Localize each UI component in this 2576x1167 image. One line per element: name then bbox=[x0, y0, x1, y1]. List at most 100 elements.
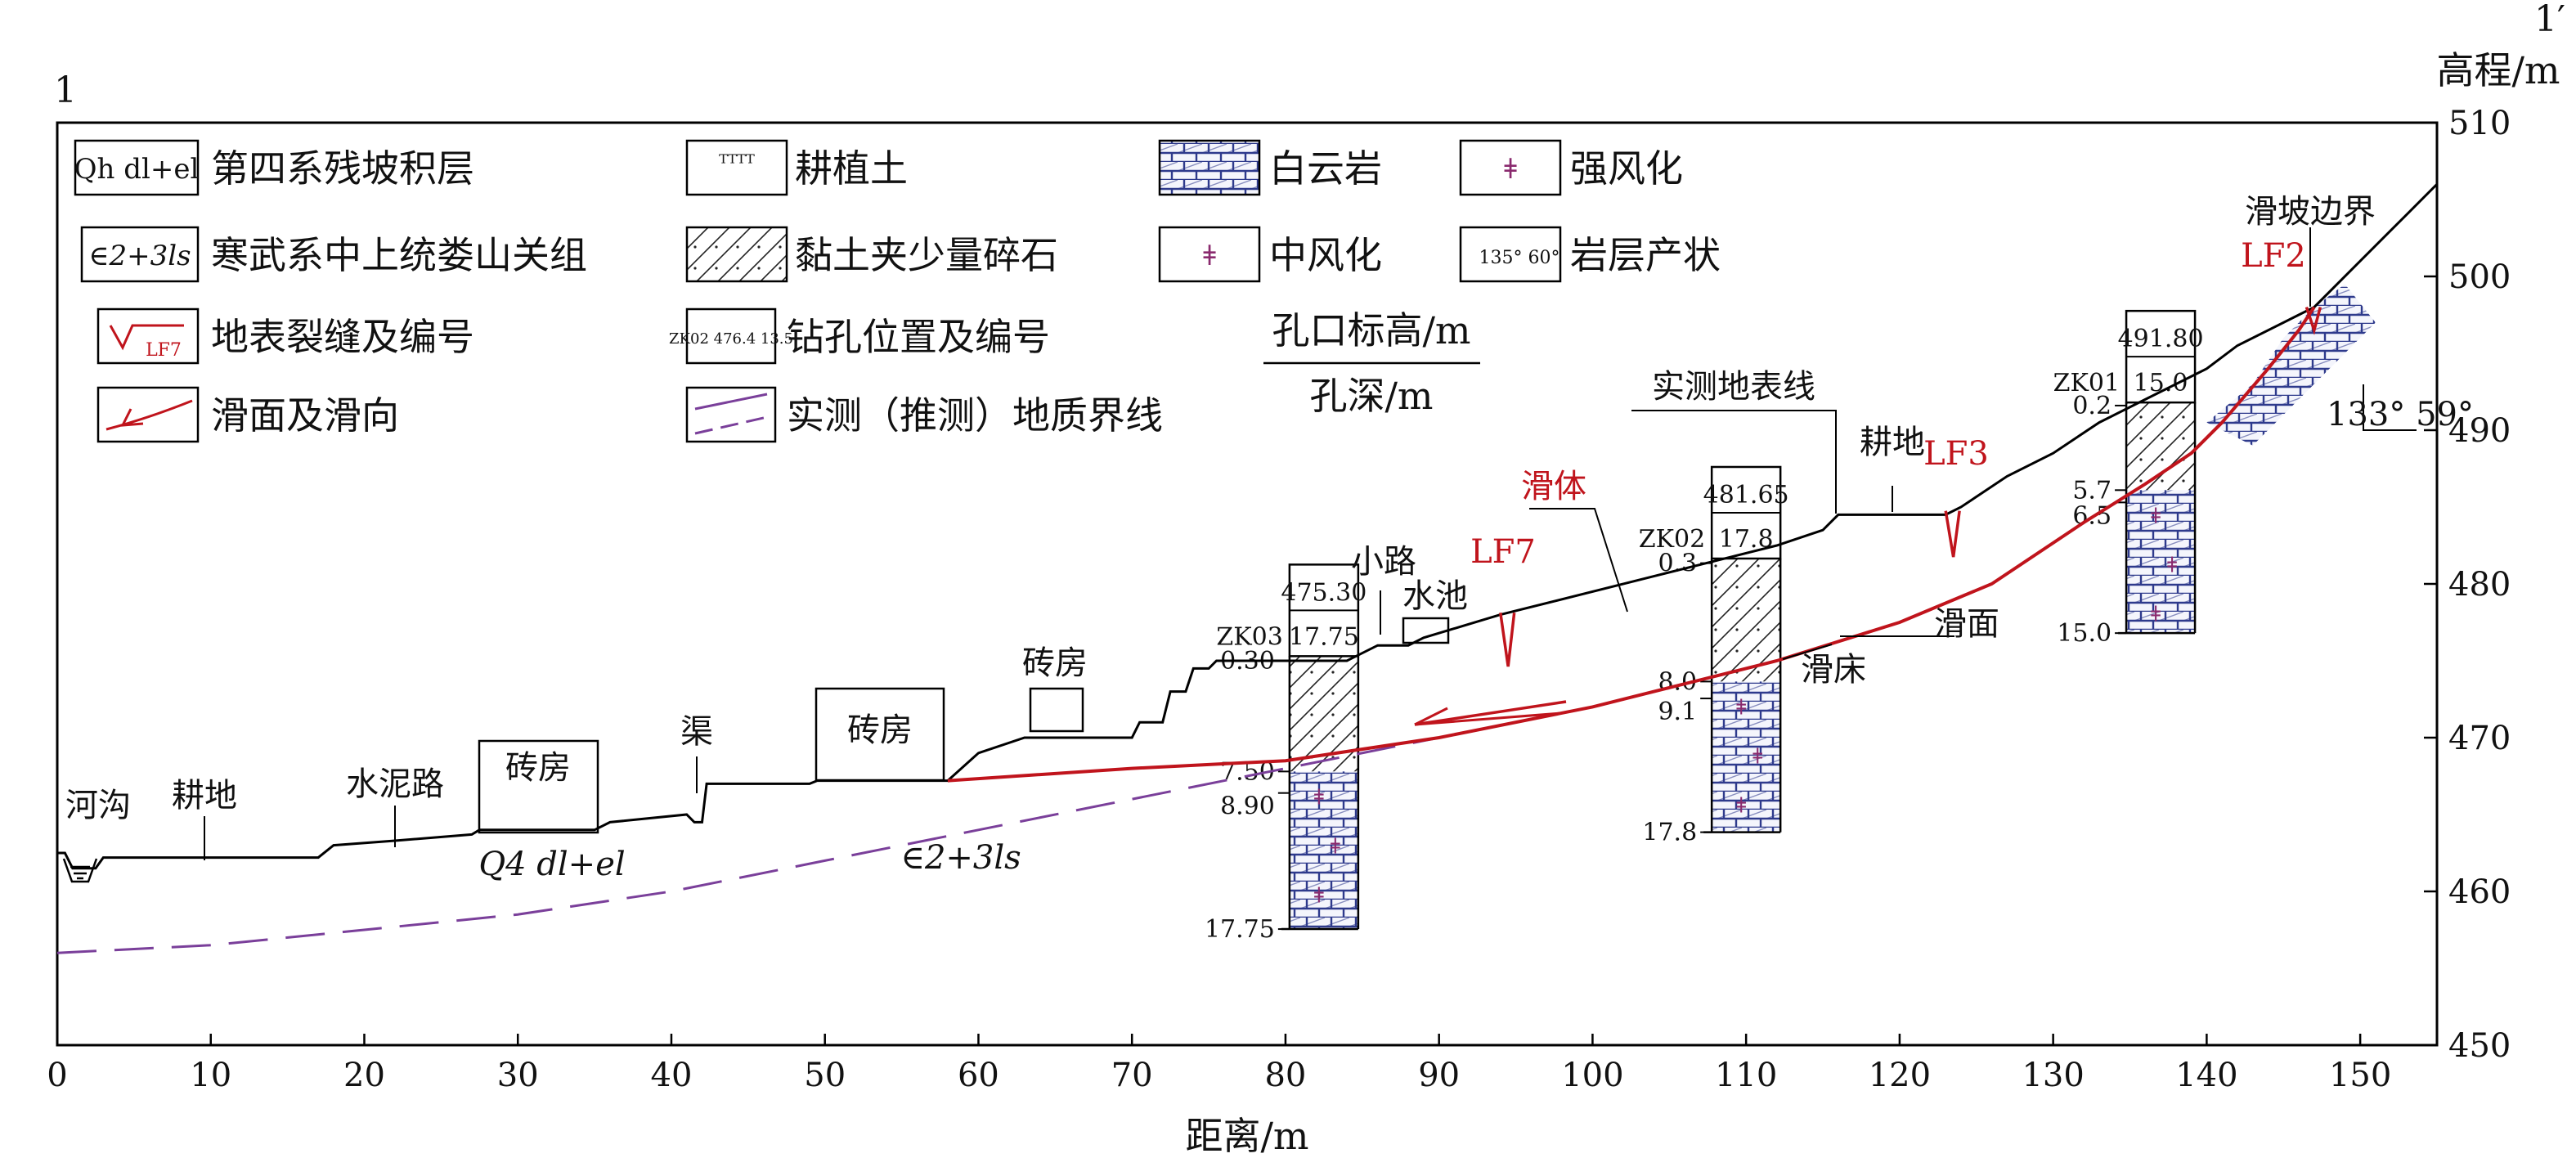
profile-annotations: 河沟 耕地 水泥路 砖房 渠 砖房 砖房 小路 水池 滑体 实测地表线 耕地 滑… bbox=[65, 193, 2474, 883]
label-attitude: 133° 59° bbox=[2327, 396, 2474, 433]
weathering-glyph: ǂ bbox=[1331, 834, 1340, 859]
slip-surface-line bbox=[947, 306, 2316, 783]
y-tick-label: 500 bbox=[2448, 258, 2511, 296]
label-canal: 渠 bbox=[680, 713, 713, 751]
legend-formula-bottom: 孔深/m bbox=[1309, 374, 1433, 418]
borehole-depth-mark: 5.7 bbox=[2072, 476, 2112, 505]
y-axis-ticks: 450 460 470 480 490 500 510 bbox=[2424, 105, 2511, 1065]
borehole-id: ZK03 bbox=[1216, 622, 1282, 651]
label-brick-house-2: 砖房 bbox=[847, 711, 913, 749]
label-slide-boundary: 滑坡边界 bbox=[2245, 193, 2376, 231]
legend-strong-glyph: ǂ bbox=[1504, 153, 1517, 186]
borehole-depth-mark: 8.90 bbox=[1220, 792, 1275, 821]
label-path: 小路 bbox=[1351, 543, 1416, 581]
label-field-left: 耕地 bbox=[172, 777, 237, 815]
brick-house-2-shape bbox=[815, 687, 945, 782]
label-river: 河沟 bbox=[65, 787, 131, 824]
borehole-clay-zone bbox=[2126, 402, 2196, 491]
weathering-glyph: ǂ bbox=[2167, 553, 2177, 577]
legend-label-cambrian: 寒武系中上统娄山关组 bbox=[211, 233, 587, 277]
legend-label-fissure: 地表裂缝及编号 bbox=[211, 315, 474, 359]
weathering-glyph: ǂ bbox=[1752, 744, 1762, 769]
borehole-rock-zone bbox=[1289, 771, 1358, 930]
label-slip-surface: 滑面 bbox=[1934, 605, 1999, 643]
legend-boundary-dash bbox=[694, 415, 768, 435]
slope-dolomite-zone bbox=[2206, 284, 2376, 446]
section-start-label: 1 bbox=[54, 70, 77, 111]
legend-formula-top: 孔口标高/m bbox=[1272, 308, 1470, 352]
x-tick-label: 50 bbox=[804, 1057, 846, 1094]
legend-swatch-attitude bbox=[1459, 226, 1562, 283]
legend-swatch-slip bbox=[96, 386, 200, 443]
borehole-id: ZK01 bbox=[2053, 369, 2120, 397]
x-tick-label: 60 bbox=[958, 1057, 999, 1094]
y-tick-label: 510 bbox=[2448, 105, 2511, 142]
borehole-rock-zone bbox=[1712, 681, 1781, 833]
label-lf3: LF3 bbox=[1923, 435, 1989, 473]
x-tick-label: 120 bbox=[1869, 1057, 1931, 1094]
legend-swatch-strong bbox=[1459, 139, 1562, 196]
weathering-glyph: ǂ bbox=[2151, 504, 2161, 528]
label-lf7: LF7 bbox=[1470, 533, 1536, 571]
brick-house-3-shape bbox=[1029, 687, 1084, 733]
legend-swatch-topsoil bbox=[685, 139, 788, 196]
surface-fissures bbox=[1499, 307, 2322, 667]
weathering-glyph: ǂ bbox=[2151, 602, 2161, 626]
label-brick-house-3: 砖房 bbox=[1022, 644, 1088, 682]
legend-label-moderate: 中风化 bbox=[1269, 233, 1382, 277]
legend-label-slip: 滑面及滑向 bbox=[211, 393, 399, 438]
label-quaternary: Q4 dl+el bbox=[478, 846, 625, 883]
legend-swatch-clay bbox=[685, 226, 788, 283]
legend-topsoil-glyphs: ᵀᵀᵀᵀ bbox=[719, 151, 755, 176]
x-tick-label: 30 bbox=[497, 1057, 539, 1094]
x-tick-label: 90 bbox=[1418, 1057, 1460, 1094]
legend-swatch-fissure bbox=[96, 307, 200, 365]
legend-fissure-mark bbox=[109, 324, 184, 351]
legend-moderate-glyph: ǂ bbox=[1203, 240, 1216, 272]
brick-house-1-shape bbox=[478, 739, 599, 834]
x-tick-label: 70 bbox=[1111, 1057, 1153, 1094]
y-tick-label: 450 bbox=[2448, 1027, 2511, 1065]
legend-label-dolomite: 白云岩 bbox=[1269, 146, 1382, 191]
label-measured-surface: 实测地表线 bbox=[1652, 368, 1815, 406]
label-cement-road: 水泥路 bbox=[346, 765, 444, 803]
x-axis-label: 距离/m bbox=[1185, 1114, 1308, 1158]
legend-symbol-attitude: 135° 60° bbox=[1479, 248, 1560, 268]
fissure-lf7 bbox=[1499, 613, 1516, 667]
fissure-lf3 bbox=[1944, 510, 1961, 558]
river-symbol bbox=[62, 858, 98, 883]
label-lf2: LF2 bbox=[2241, 237, 2306, 275]
label-field-right: 耕地 bbox=[1860, 424, 1925, 461]
borehole-id: ZK02 bbox=[1639, 525, 1705, 554]
borehole-depth: 17.75 bbox=[1289, 622, 1359, 651]
x-tick-label: 0 bbox=[47, 1057, 67, 1094]
legend-label-borehole: 钻孔位置及编号 bbox=[787, 315, 1050, 359]
borehole-clay-zone bbox=[1712, 558, 1781, 682]
y-tick-label: 470 bbox=[2448, 720, 2511, 757]
legend-symbol-quaternary: Qh dl+el bbox=[74, 153, 200, 186]
weathering-glyph: ǂ bbox=[1736, 793, 1746, 818]
legend: Qh dl+el 第四系残坡积层 ∈2+3ls 寒武系中上统娄山关组 LF7 地… bbox=[74, 139, 1721, 443]
label-brick-house-1: 砖房 bbox=[505, 749, 571, 787]
ground-surface-line bbox=[57, 183, 2439, 870]
label-pond: 水池 bbox=[1402, 577, 1468, 615]
x-tick-label: 80 bbox=[1264, 1057, 1306, 1094]
borehole-depth-mark: 17.8 bbox=[1642, 819, 1697, 847]
borehole-depth-mark: 0.2 bbox=[2072, 392, 2112, 420]
x-tick-label: 110 bbox=[1715, 1057, 1777, 1094]
y-tick-label: 460 bbox=[2448, 873, 2511, 911]
legend-label-boundary: 实测（推测）地质界线 bbox=[787, 393, 1163, 438]
legend-boundary-mark bbox=[694, 393, 768, 411]
legend-swatch-dolomite bbox=[1158, 139, 1261, 196]
legend-swatch-quaternary bbox=[74, 139, 200, 196]
legend-symbol-cambrian: ∈2+3ls bbox=[88, 240, 191, 272]
legend-label-quaternary: 第四系残坡积层 bbox=[211, 146, 474, 191]
x-tick-label: 150 bbox=[2329, 1057, 2391, 1094]
legend-slip-mark bbox=[105, 399, 193, 431]
legend-label-topsoil: 耕植土 bbox=[795, 146, 908, 191]
y-tick-label: 490 bbox=[2448, 412, 2511, 450]
borehole-elevation: 475.30 bbox=[1281, 578, 1367, 607]
